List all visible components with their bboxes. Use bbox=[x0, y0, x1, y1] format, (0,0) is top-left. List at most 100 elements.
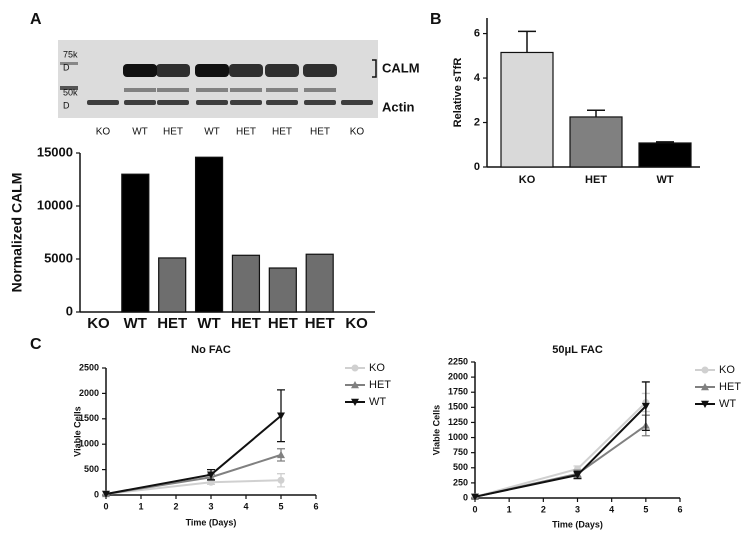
x-tick-label: 5 bbox=[278, 501, 283, 511]
y-tick-label: 2000 bbox=[448, 371, 468, 381]
y-tick-label: 6 bbox=[474, 27, 480, 39]
x-tick-label: HET bbox=[157, 315, 187, 332]
y-tick-label: 1000 bbox=[79, 439, 99, 449]
blot-band bbox=[157, 100, 189, 105]
bar bbox=[500, 51, 554, 168]
panel-label: A bbox=[30, 11, 42, 28]
x-tick-label: HET bbox=[268, 315, 298, 332]
blot-band bbox=[265, 64, 299, 77]
x-tick-label: HET bbox=[585, 174, 607, 186]
error-bar bbox=[587, 109, 605, 117]
blot-band bbox=[266, 100, 298, 105]
lane-label: KO bbox=[350, 127, 365, 138]
point bbox=[277, 476, 285, 484]
y-tick-label: 2000 bbox=[79, 388, 99, 398]
blot-band bbox=[303, 64, 337, 77]
blot-band bbox=[230, 100, 262, 105]
ladder-band bbox=[60, 86, 78, 90]
blot-band bbox=[341, 100, 373, 105]
blot-band bbox=[124, 100, 156, 105]
x-tick-label: 4 bbox=[609, 504, 614, 514]
band-label: Actin bbox=[382, 99, 415, 114]
blot-band bbox=[266, 88, 298, 92]
y-tick-label: 5000 bbox=[44, 250, 73, 265]
bar bbox=[121, 173, 150, 313]
legend-marker bbox=[701, 400, 709, 408]
band-label: CALM bbox=[382, 60, 420, 75]
x-tick-label: 2 bbox=[173, 501, 178, 511]
bar bbox=[569, 116, 623, 168]
x-tick-label: 3 bbox=[208, 501, 213, 511]
point bbox=[277, 450, 285, 459]
y-tick-label: 1000 bbox=[448, 432, 468, 442]
y-tick-label: 1500 bbox=[79, 413, 99, 423]
blot-band bbox=[123, 64, 157, 77]
x-tick-label: KO bbox=[87, 315, 110, 332]
panel-label: C bbox=[30, 336, 42, 353]
y-tick-label: 2250 bbox=[448, 356, 468, 366]
x-tick-label: 6 bbox=[313, 501, 318, 511]
y-tick-label: 1500 bbox=[448, 402, 468, 412]
point bbox=[207, 471, 215, 479]
x-tick-label: KO bbox=[345, 315, 368, 332]
y-tick-label: 15000 bbox=[37, 144, 73, 159]
point bbox=[277, 412, 285, 420]
bracket bbox=[372, 59, 377, 78]
x-tick-label: 6 bbox=[677, 504, 682, 514]
legend-marker bbox=[351, 398, 359, 406]
panel-label: B bbox=[430, 11, 442, 28]
blot-band bbox=[156, 64, 190, 77]
blot-band bbox=[195, 64, 229, 77]
y-tick-label: 0 bbox=[474, 161, 480, 173]
point bbox=[641, 402, 650, 411]
marker-label: D bbox=[63, 100, 70, 110]
y-axis-label: Relative sTfR bbox=[452, 58, 464, 128]
lane-label: WT bbox=[132, 127, 148, 138]
y-tick-label: 1250 bbox=[448, 417, 468, 427]
marker-label: D bbox=[63, 62, 70, 72]
legend-marker bbox=[351, 381, 359, 389]
y-tick-label: 0 bbox=[66, 303, 73, 318]
y-tick-label: 10000 bbox=[37, 197, 73, 212]
x-tick-label: 0 bbox=[472, 504, 477, 514]
y-tick-label: 500 bbox=[84, 464, 99, 474]
x-tick-label: WT bbox=[197, 315, 220, 332]
bar bbox=[268, 267, 297, 313]
y-tick-label: 4 bbox=[474, 72, 481, 84]
lane-label: HET bbox=[310, 127, 330, 138]
y-tick-label: 2 bbox=[474, 116, 480, 128]
x-tick-label: WT bbox=[656, 174, 673, 186]
blot-band bbox=[124, 88, 156, 92]
legend-marker bbox=[351, 364, 359, 372]
x-tick-label: 1 bbox=[138, 501, 143, 511]
chart-title: No FAC bbox=[191, 344, 231, 356]
bar bbox=[158, 257, 187, 313]
x-tick-label: 0 bbox=[103, 501, 108, 511]
point bbox=[102, 490, 110, 498]
x-axis-label: Time (Days) bbox=[552, 519, 603, 529]
blot-image bbox=[58, 40, 378, 118]
blot-band bbox=[304, 100, 336, 105]
y-axis-label: Viable Cells bbox=[431, 405, 441, 455]
blot-band bbox=[230, 88, 262, 92]
blot-band bbox=[157, 88, 189, 92]
y-tick-label: 1750 bbox=[448, 387, 468, 397]
x-tick-label: KO bbox=[519, 174, 536, 186]
blot-band bbox=[87, 100, 119, 105]
y-tick-label: 750 bbox=[453, 447, 468, 457]
marker-label: 75k bbox=[63, 49, 78, 59]
y-axis-label: Viable Cells bbox=[72, 406, 82, 456]
x-tick-label: HET bbox=[231, 315, 261, 332]
x-tick-label: 3 bbox=[575, 504, 580, 514]
lane-label: WT bbox=[204, 127, 220, 138]
blot-band bbox=[229, 64, 263, 77]
bar bbox=[231, 254, 261, 313]
legend-marker bbox=[701, 383, 709, 391]
x-tick-label: HET bbox=[305, 315, 335, 332]
bar bbox=[638, 142, 692, 168]
x-tick-label: 2 bbox=[541, 504, 546, 514]
y-tick-label: 2500 bbox=[79, 362, 99, 372]
legend-label: HET bbox=[369, 379, 391, 391]
marker-label: 50k bbox=[63, 87, 78, 97]
